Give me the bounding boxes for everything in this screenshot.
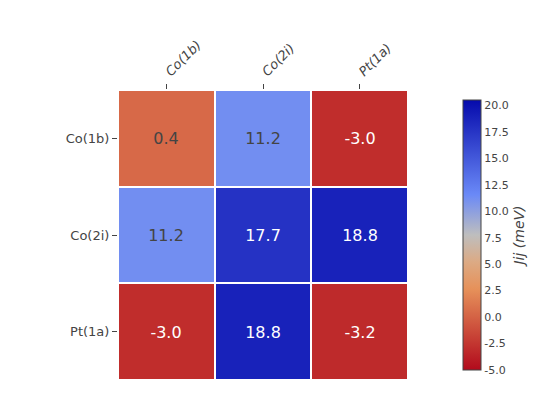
svg-text:Co(2i): Co(2i): [259, 41, 297, 79]
svg-text:20.0: 20.0: [484, 99, 509, 112]
svg-text:Pt(1a): Pt(1a): [70, 324, 109, 339]
svg-text:-2.5: -2.5: [484, 337, 505, 350]
svg-text:Co(1b): Co(1b): [66, 131, 110, 146]
svg-text:Jij (meV): Jij (meV): [511, 205, 527, 267]
svg-text:-5.0: -5.0: [484, 364, 505, 377]
svg-text:7.5: 7.5: [484, 232, 502, 245]
svg-text:2.5: 2.5: [484, 284, 502, 297]
svg-text:-3.0: -3.0: [344, 129, 375, 148]
svg-text:11.2: 11.2: [245, 129, 281, 148]
svg-text:10.0: 10.0: [484, 205, 509, 218]
svg-text:Co(2i): Co(2i): [70, 228, 109, 243]
svg-text:11.2: 11.2: [148, 226, 184, 245]
svg-text:-3.0: -3.0: [150, 323, 181, 342]
svg-text:5.0: 5.0: [484, 258, 502, 271]
svg-text:18.8: 18.8: [342, 226, 378, 245]
svg-text:-3.2: -3.2: [344, 323, 375, 342]
svg-text:0.0: 0.0: [484, 311, 502, 324]
svg-text:0.4: 0.4: [153, 129, 178, 148]
svg-text:17.7: 17.7: [245, 226, 281, 245]
svg-text:Pt(1a): Pt(1a): [356, 41, 394, 79]
svg-text:18.8: 18.8: [245, 323, 281, 342]
svg-text:15.0: 15.0: [484, 152, 509, 165]
svg-text:12.5: 12.5: [484, 179, 509, 192]
svg-text:Co(1b): Co(1b): [162, 38, 204, 80]
svg-text:17.5: 17.5: [484, 126, 509, 139]
